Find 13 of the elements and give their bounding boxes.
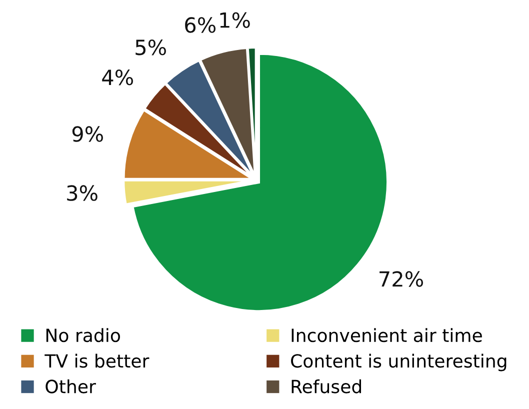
legend-label: Content is uninteresting	[291, 354, 506, 372]
legend-label: No radio	[46, 328, 120, 342]
legend-label: Refused	[292, 379, 362, 394]
data-label: 9%	[72, 126, 103, 142]
data-label: 3%	[67, 185, 98, 201]
data-label: 72%	[380, 271, 424, 287]
data-label: 4%	[102, 69, 133, 86]
data-label: 1%	[220, 12, 250, 28]
data-label: 6%	[185, 17, 216, 33]
legend-label: TV is better	[44, 354, 150, 368]
legend-label: Inconvenient air time	[292, 328, 482, 342]
legend-label: Other	[46, 379, 96, 394]
data-label: 5%	[136, 39, 166, 56]
